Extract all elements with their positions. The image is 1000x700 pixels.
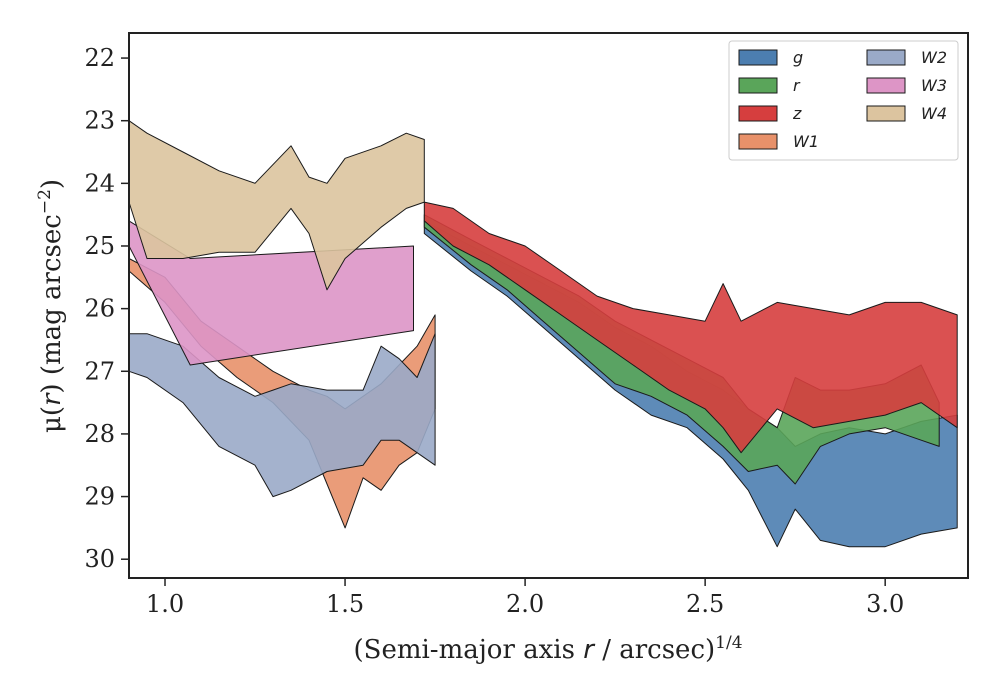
y-tick-label: 28 bbox=[84, 420, 115, 448]
legend-swatch-z bbox=[738, 105, 778, 122]
x-axis-title: (Semi-major axis r / arcsec)1/4 bbox=[353, 633, 742, 665]
y-tick-label: 30 bbox=[84, 545, 115, 573]
y-tick-label: 26 bbox=[84, 295, 115, 323]
y-axis-title: μ(r) (mag arcsec−2) bbox=[35, 179, 67, 433]
legend-label-w4: W4 bbox=[921, 104, 947, 123]
x-tick-label: 1.5 bbox=[326, 590, 364, 618]
legend-swatch-w2 bbox=[866, 49, 906, 66]
y-tick-label: 22 bbox=[84, 44, 115, 72]
legend-swatch-w4 bbox=[866, 105, 906, 122]
series-area-w2 bbox=[128, 333, 436, 498]
x-tick-label: 2.0 bbox=[506, 590, 544, 618]
x-tick-label: 3.0 bbox=[866, 590, 904, 618]
legend-swatch-r bbox=[738, 77, 778, 94]
y-tick-label: 27 bbox=[84, 357, 115, 385]
y-tick-label: 29 bbox=[84, 483, 115, 511]
legend: grz W1 W2 W3 W4 bbox=[728, 40, 959, 161]
series-areas bbox=[128, 120, 958, 548]
legend-swatch-w3 bbox=[866, 77, 906, 94]
legend-swatch-w1 bbox=[738, 133, 778, 150]
y-tick-label: 23 bbox=[84, 107, 115, 135]
legend-label-g: g bbox=[793, 48, 803, 67]
legend-label-r: r bbox=[793, 76, 801, 95]
y-axis: 22 23 24 25 26 27 28 29 30 bbox=[84, 44, 129, 573]
series-area-z bbox=[423, 201, 958, 454]
x-tick-label: 2.5 bbox=[686, 590, 724, 618]
x-axis: 1.0 1.5 2.0 2.5 3.0 bbox=[146, 578, 904, 618]
series-area-w4 bbox=[128, 120, 425, 291]
legend-label-w2: W2 bbox=[921, 48, 947, 67]
y-tick-label: 24 bbox=[84, 169, 115, 197]
y-tick-label: 25 bbox=[84, 232, 115, 260]
legend-label-w3: W3 bbox=[921, 76, 947, 95]
legend-box bbox=[728, 40, 959, 161]
legend-label-w1: W1 bbox=[793, 132, 819, 151]
legend-swatch-g bbox=[738, 49, 778, 66]
plot-frame bbox=[128, 32, 969, 579]
legend-label-z: z bbox=[792, 104, 802, 123]
x-tick-label: 1.0 bbox=[146, 590, 184, 618]
